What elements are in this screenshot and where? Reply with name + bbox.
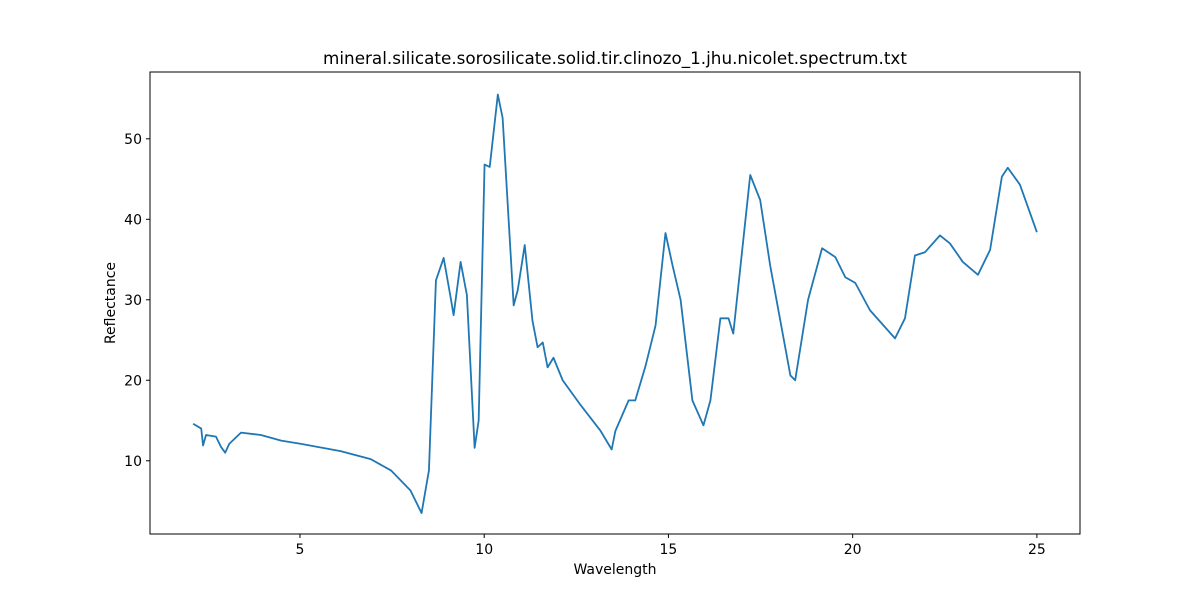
chart-title: mineral.silicate.sorosilicate.solid.tir.… (323, 48, 907, 69)
x-tick-label: 25 (1028, 542, 1046, 558)
y-tick-label: 30 (124, 293, 142, 309)
x-tick-label: 5 (296, 542, 305, 558)
y-axis-label: Reflectance (103, 262, 119, 344)
x-tick-label: 10 (475, 542, 493, 558)
y-tick-label: 10 (124, 454, 142, 470)
y-tick-label: 50 (124, 132, 142, 148)
line-series (192, 93, 1038, 514)
y-tick-label: 40 (124, 212, 142, 228)
x-axis-label: Wavelength (573, 562, 656, 578)
x-tick-label: 15 (660, 542, 678, 558)
x-tick-label: 20 (844, 542, 862, 558)
y-tick-label: 20 (124, 373, 142, 389)
plot-frame (149, 71, 1081, 535)
